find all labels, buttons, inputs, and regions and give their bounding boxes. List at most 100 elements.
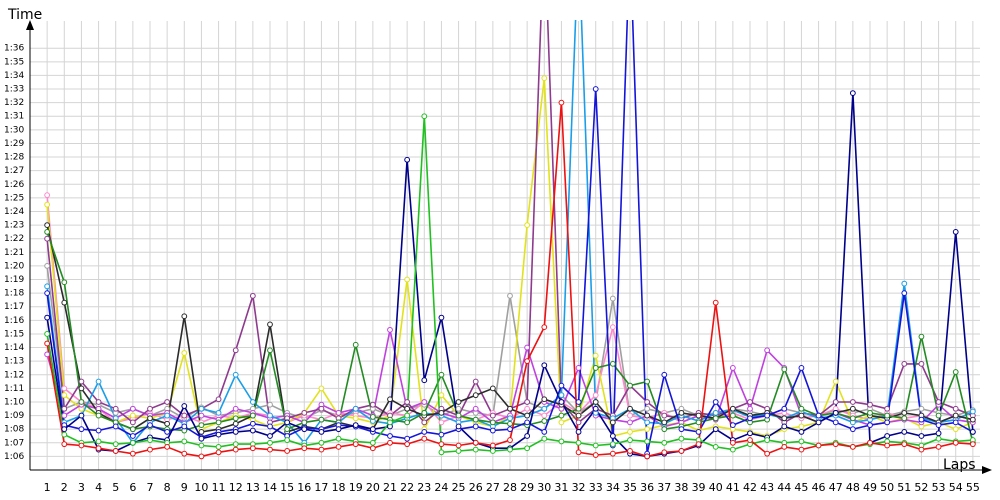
data-point — [335, 435, 342, 442]
x-tick-label: 34 — [606, 481, 620, 494]
data-point — [95, 378, 102, 385]
data-point — [438, 441, 445, 448]
data-point — [164, 429, 171, 435]
data-point — [249, 292, 256, 299]
data-point — [747, 405, 753, 412]
data-point — [798, 365, 805, 371]
y-tick-label: 1:20 — [4, 261, 24, 271]
data-point — [404, 412, 411, 419]
data-point — [575, 449, 582, 456]
x-tick-label: 53 — [932, 481, 946, 494]
y-tick-label: 1:09 — [4, 411, 24, 421]
data-point — [712, 399, 719, 405]
data-point — [404, 435, 411, 442]
data-point — [232, 441, 239, 448]
data-point — [524, 344, 531, 351]
data-point — [232, 420, 239, 427]
data-point — [61, 441, 68, 448]
data-point — [387, 433, 393, 439]
data-point — [78, 385, 85, 392]
data-point — [215, 431, 222, 438]
y-tick-label: 1:22 — [4, 234, 24, 244]
data-point — [678, 448, 685, 454]
data-point — [541, 418, 548, 424]
x-tick-label: 13 — [246, 481, 260, 494]
data-point — [867, 409, 873, 416]
data-point — [164, 443, 171, 450]
data-point — [541, 396, 548, 403]
y-tick-label: 1:30 — [4, 125, 24, 135]
data-point — [455, 423, 462, 430]
data-point — [592, 442, 599, 449]
data-point — [421, 377, 428, 384]
data-point — [215, 396, 222, 403]
x-tick-label: 33 — [589, 481, 603, 494]
data-point — [832, 409, 839, 416]
data-point — [524, 419, 531, 426]
data-point — [592, 392, 599, 399]
data-point — [524, 445, 531, 452]
x-tick-label: 25 — [452, 481, 466, 494]
y-tick-label: 1:08 — [4, 425, 24, 435]
data-point — [781, 423, 788, 430]
data-point — [575, 412, 582, 419]
x-tick-label: 12 — [229, 481, 243, 494]
data-point — [147, 405, 153, 412]
data-point — [729, 405, 736, 412]
data-point — [524, 399, 531, 405]
data-point — [901, 290, 908, 297]
data-point — [609, 324, 616, 331]
data-point — [44, 314, 51, 321]
data-point — [901, 360, 908, 367]
data-point — [935, 443, 942, 450]
data-point — [541, 405, 548, 412]
data-point — [181, 412, 188, 419]
data-point — [609, 441, 616, 448]
y-tick-label: 1:15 — [4, 329, 24, 339]
x-tick-label: 52 — [914, 481, 928, 494]
data-point — [918, 333, 925, 340]
data-point — [78, 426, 85, 433]
data-point — [558, 438, 565, 445]
data-point — [181, 423, 188, 430]
data-point — [644, 399, 651, 405]
data-point — [198, 405, 205, 412]
y-tick-label: 1:10 — [4, 397, 24, 407]
data-point — [747, 437, 753, 443]
data-point — [969, 429, 976, 435]
data-point — [404, 399, 411, 405]
x-tick-label: 26 — [469, 481, 483, 494]
data-point — [952, 405, 959, 412]
x-tick-label: 5 — [112, 481, 119, 494]
data-point — [884, 419, 891, 426]
data-point — [335, 409, 342, 416]
data-point — [832, 441, 839, 448]
data-point — [129, 412, 136, 419]
x-tick-label: 28 — [503, 481, 517, 494]
x-tick-label: 1 — [44, 481, 51, 494]
data-point — [798, 429, 805, 435]
data-point — [147, 446, 153, 453]
x-tick-label: 24 — [434, 481, 448, 494]
data-point — [472, 378, 479, 385]
data-point — [661, 426, 668, 433]
data-point — [318, 429, 325, 435]
data-point — [198, 453, 205, 460]
data-point — [44, 283, 51, 290]
data-point — [284, 419, 291, 426]
x-tick-label: 31 — [554, 481, 568, 494]
data-point — [472, 416, 479, 423]
data-point — [61, 431, 68, 438]
data-point — [284, 426, 291, 433]
x-tick-label: 18 — [332, 481, 346, 494]
x-tick-label: 36 — [640, 481, 654, 494]
y-axis-label: Time — [7, 7, 42, 23]
data-point — [249, 412, 256, 419]
y-tick-label: 1:33 — [4, 85, 24, 95]
data-point — [575, 365, 582, 371]
data-point — [747, 430, 753, 437]
x-tick-label: 37 — [657, 481, 671, 494]
data-point — [232, 446, 239, 453]
x-tick-label: 54 — [949, 481, 963, 494]
data-point — [421, 113, 428, 120]
